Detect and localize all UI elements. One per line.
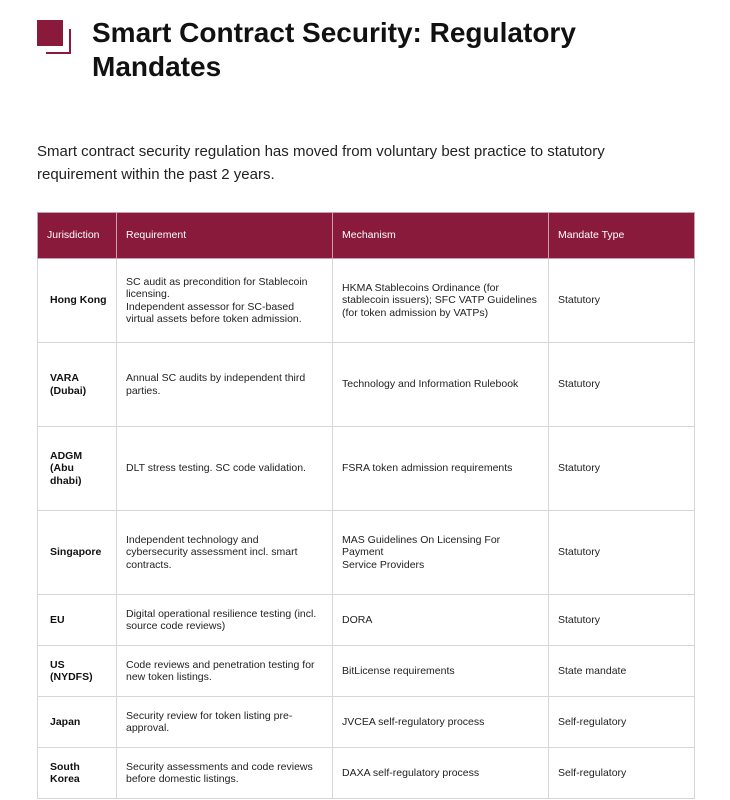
mechanism-cell: DAXA self-regulatory process	[332, 747, 549, 799]
table-row: Japan Security review for token listing p…	[37, 696, 695, 748]
mechanism-cell: DORA	[332, 594, 549, 646]
intro-text: Smart contract security regulation has m…	[37, 143, 605, 183]
mandate-type-cell: Self-regulatory	[548, 696, 695, 748]
jurisdiction-cell: South Korea	[37, 747, 117, 799]
mandate-type-cell: Statutory	[548, 426, 695, 511]
requirement-cell: SC audit as precondition for Stablecoin …	[116, 258, 333, 343]
mechanism-cell: JVCEA self-regulatory process	[332, 696, 549, 748]
header-requirement: Requirement	[116, 212, 333, 259]
requirement-cell: DLT stress testing. SC code validation.	[116, 426, 333, 511]
table-row: US (NYDFS) Code reviews and penetration t…	[37, 645, 695, 697]
requirement-cell: Code reviews and penetration testing for…	[116, 645, 333, 697]
table-row: ADGM (Abu dhabi) DLT stress testing. SC c…	[37, 426, 695, 511]
table-row: South Korea Security assessments and code…	[37, 747, 695, 799]
page-title: Smart Contract Security: Regulatory Mand…	[92, 17, 576, 82]
table-row: VARA (Dubai) Annual SC audits by independ…	[37, 342, 695, 427]
mandate-type-cell: State mandate	[548, 645, 695, 697]
requirement-cell: Security assessments and code reviews be…	[116, 747, 333, 799]
mechanism-cell: BitLicense requirements	[332, 645, 549, 697]
mandate-type-cell: Statutory	[548, 258, 695, 343]
table-row: Singapore Independent technology and cybe…	[37, 510, 695, 595]
header-mechanism: Mechanism	[332, 212, 549, 259]
jurisdiction-cell: ADGM (Abu dhabi)	[37, 426, 117, 511]
logo-icon	[37, 20, 73, 56]
jurisdiction-cell: Japan	[37, 696, 117, 748]
table-header: Jurisdiction Requirement Mechanism Manda…	[37, 212, 695, 259]
jurisdiction-cell: EU	[37, 594, 117, 646]
jurisdiction-cell: VARA (Dubai)	[37, 342, 117, 427]
mandate-type-cell: Self-regulatory	[548, 747, 695, 799]
mandate-type-cell: Statutory	[548, 510, 695, 595]
requirement-cell: Security review for token listing pre-ap…	[116, 696, 333, 748]
requirement-cell: Annual SC audits by independent third pa…	[116, 342, 333, 427]
requirement-cell: Independent technology and cybersecurity…	[116, 510, 333, 595]
jurisdiction-cell: Singapore	[37, 510, 117, 595]
mandates-table: Jurisdiction Requirement Mechanism Manda…	[37, 212, 695, 799]
mandate-type-cell: Statutory	[548, 342, 695, 427]
table-row: EU Digital operational resilience testing…	[37, 594, 695, 646]
jurisdiction-cell: Hong Kong	[37, 258, 117, 343]
table-row: Hong Kong SC audit as precondition for St…	[37, 258, 695, 343]
mechanism-cell: HKMA Stablecoins Ordinance (for stableco…	[332, 258, 549, 343]
mechanism-cell: MAS Guidelines On Licensing For Payment …	[332, 510, 549, 595]
requirement-cell: Digital operational resilience testing (…	[116, 594, 333, 646]
jurisdiction-cell: US (NYDFS)	[37, 645, 117, 697]
mechanism-cell: FSRA token admission requirements	[332, 426, 549, 511]
mandate-type-cell: Statutory	[548, 594, 695, 646]
mechanism-cell: Technology and Information Rulebook	[332, 342, 549, 427]
header-jurisdiction: Jurisdiction	[37, 212, 117, 259]
header-mandate-type: Mandate Type	[548, 212, 695, 259]
